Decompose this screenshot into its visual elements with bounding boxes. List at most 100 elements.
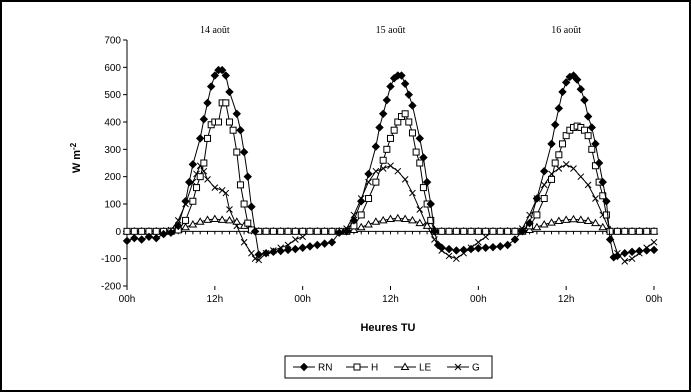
x-tick-label: 00h [470,294,487,305]
rn-point [400,79,410,88]
rn-point [327,238,337,247]
g-point [211,184,219,191]
rn-point [587,123,596,132]
le-point [400,362,410,370]
g-point [474,238,482,246]
day-label: 15 août [376,25,406,36]
rn-point [635,246,644,256]
rn-point [130,233,139,243]
g-point [628,255,636,263]
legend-item-le: LE [394,363,432,374]
rn-point [408,101,417,110]
g-point [284,241,292,249]
h-point [613,227,621,235]
series-layer [122,65,659,265]
h-point [130,227,138,235]
rn-point [613,251,622,261]
le-point [225,215,234,224]
h-point [438,227,446,235]
h-point [427,216,435,224]
g-point [222,189,230,197]
rn-point [210,71,220,80]
legend-box [284,355,493,379]
rn-point [419,153,428,162]
h-point [621,227,629,235]
legend-label: H [371,363,378,374]
le-point [210,214,220,223]
le-point [415,218,425,227]
rn-point [426,199,435,209]
rn-point [474,244,483,253]
rn-point [291,244,300,254]
rn-point [518,227,527,236]
h-point [635,227,643,235]
series-rn [122,65,659,262]
rn-point [591,139,600,149]
rn-point [181,197,190,206]
x-tick-label: 00h [646,294,663,305]
h-point [379,156,387,164]
rn-point [554,104,564,113]
rn-point [430,227,439,236]
legend-label: LE [419,363,432,374]
h-point [306,227,314,235]
le-point [561,215,571,223]
h-point [357,211,365,219]
rn-point [561,78,571,87]
rn-point [620,248,629,258]
y-tick-label: 600 [104,63,121,74]
le-point [422,221,432,229]
x-tick-label: 12h [206,294,223,305]
rn-point [375,123,384,132]
rn-point [572,75,582,84]
h-point [416,159,424,167]
g-point [416,206,424,213]
rn-point [569,71,578,80]
y-tick-label: 500 [104,90,121,101]
le-point [408,215,417,224]
rn-point [313,240,322,250]
y-tick-label: 300 [104,145,121,156]
h-point [643,227,651,235]
y-axis: -200 -100 0 100 200 300 400 500 600 700 [101,36,128,293]
rn-point [239,147,249,157]
rn-point [382,95,392,105]
h-point [372,178,380,186]
h-point [460,227,468,235]
rn-point [185,177,194,187]
legend-item-g: G [447,363,480,374]
legend-label: G [472,363,480,374]
h-point [262,227,270,235]
le-point [371,217,381,225]
h-point [533,211,541,219]
le-point [591,218,600,227]
rn-point [232,109,241,119]
h-point [606,227,614,235]
rn-point [261,248,271,258]
rn-point [452,246,461,255]
rn-point [199,115,209,124]
y-tick-label: -200 [101,282,121,293]
rn-point [525,218,534,228]
le-point [400,214,410,223]
le-point [554,216,564,224]
y-tick-label: -100 [101,254,121,265]
h-point [313,227,321,235]
y-axis-title-main: W m [71,150,83,173]
rn-point [422,177,432,187]
h-point [222,99,230,107]
legend-item-rn: RN [293,363,332,374]
y-axis-title-exponent: -2 [69,142,78,150]
y-axis-title: W m-2 [69,142,83,173]
g-point [562,161,570,168]
rn-point [550,120,560,129]
g-point [650,238,658,246]
h-point [383,145,391,153]
rn-point [225,87,234,97]
rn-point [532,194,542,203]
y-tick-label: 700 [104,36,121,47]
rn-point [159,229,168,239]
le-point [203,215,212,223]
rn-point [459,245,468,255]
le-point [393,213,403,222]
